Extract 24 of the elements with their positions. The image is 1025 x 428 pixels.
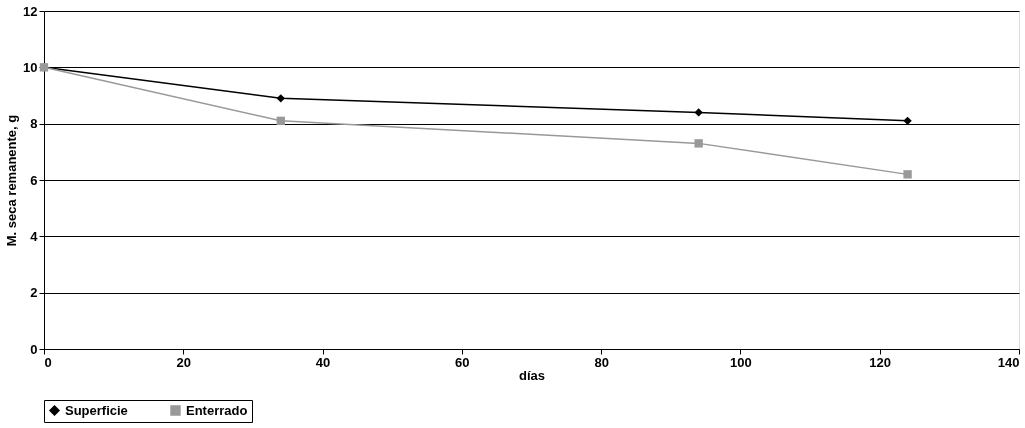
point [694,139,703,148]
y-tick-label: 2 [30,285,38,301]
point [903,170,912,179]
x-tick-label: 140 [997,354,1020,370]
y-tick-label: 6 [30,172,38,188]
x-tick-label: 20 [176,354,192,370]
y-tick-label: 4 [30,228,39,244]
point [276,94,285,103]
x-tick-label: 80 [594,354,609,370]
y-axis-title: M. seca remanente, g [4,114,20,247]
x-tick-label: 0 [44,354,52,370]
x-axis-title: días [518,367,546,383]
x-tick-label: 40 [315,354,331,370]
y-tick-label: 10 [23,59,38,75]
x-tick-label: 100 [730,354,752,370]
x-tick-label: 60 [455,354,470,370]
point [276,116,285,126]
y-tick-label: 8 [30,116,38,132]
x-tick-label: 120 [869,354,892,370]
legend-label: Superficie [65,402,128,418]
y-tick-label: 0 [30,341,38,357]
y-tick-label: 12 [23,3,38,19]
point [694,108,703,117]
legend-label: Enterrado [186,402,248,418]
